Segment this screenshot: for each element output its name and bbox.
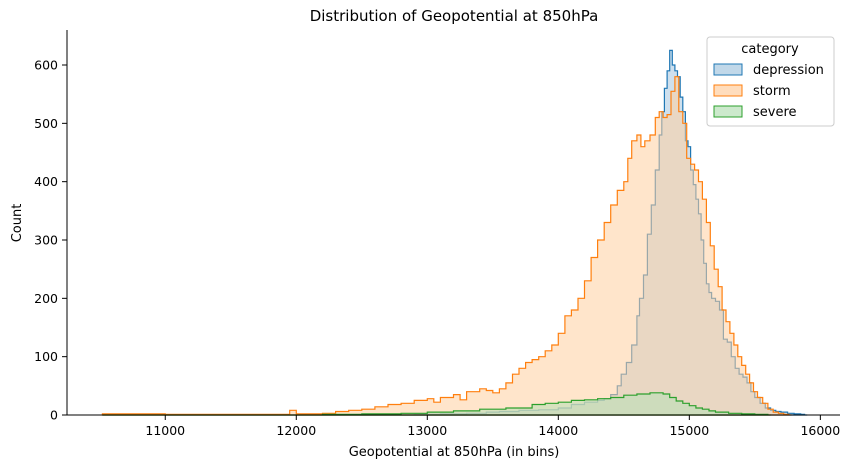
series-fill-storm — [102, 76, 792, 415]
y-tick-label: 300 — [34, 233, 58, 248]
legend-box — [706, 36, 835, 127]
legend-swatch-severe — [713, 105, 743, 118]
x-tick-label: 14000 — [538, 423, 578, 438]
legend-items: depression storm severe — [713, 63, 824, 120]
y-tick-label: 100 — [34, 349, 58, 364]
series-line-severe — [102, 392, 771, 416]
y-tick-label: 0 — [50, 408, 58, 423]
legend: category depression storm severe — [706, 36, 835, 127]
x-tick-label: 13000 — [407, 423, 447, 438]
series-line-storm — [101, 76, 792, 416]
y-axis-label: Count — [10, 204, 25, 243]
x-axis-label: Geopotential at 850hPa (in bins) — [349, 445, 560, 460]
y-tick-label: 500 — [34, 116, 58, 131]
legend-swatch-storm — [713, 84, 743, 97]
y-tick-label: 400 — [34, 174, 58, 189]
chart-title: Distribution of Geopotential at 850hPa — [310, 7, 599, 25]
y-tick-label: 200 — [34, 291, 58, 306]
x-tick-label: 16000 — [800, 423, 840, 438]
legend-title: category — [741, 42, 799, 57]
legend-swatch-depression — [713, 63, 743, 76]
axes — [66, 30, 840, 416]
x-tick-label: 15000 — [669, 423, 709, 438]
legend-label-storm: storm — [753, 84, 791, 99]
legend-label-severe: severe — [753, 105, 797, 120]
series-fill-severe — [102, 392, 771, 415]
plot-area — [101, 49, 808, 416]
legend-label-depression: depression — [753, 63, 824, 78]
x-tick-label: 12000 — [276, 423, 316, 438]
y-tick-label: 600 — [34, 58, 58, 73]
x-ticks: 11000 12000 13000 14000 15000 16000 — [145, 415, 840, 438]
y-ticks: 0 100 200 300 400 500 600 — [34, 58, 67, 423]
x-tick-label: 11000 — [145, 423, 185, 438]
